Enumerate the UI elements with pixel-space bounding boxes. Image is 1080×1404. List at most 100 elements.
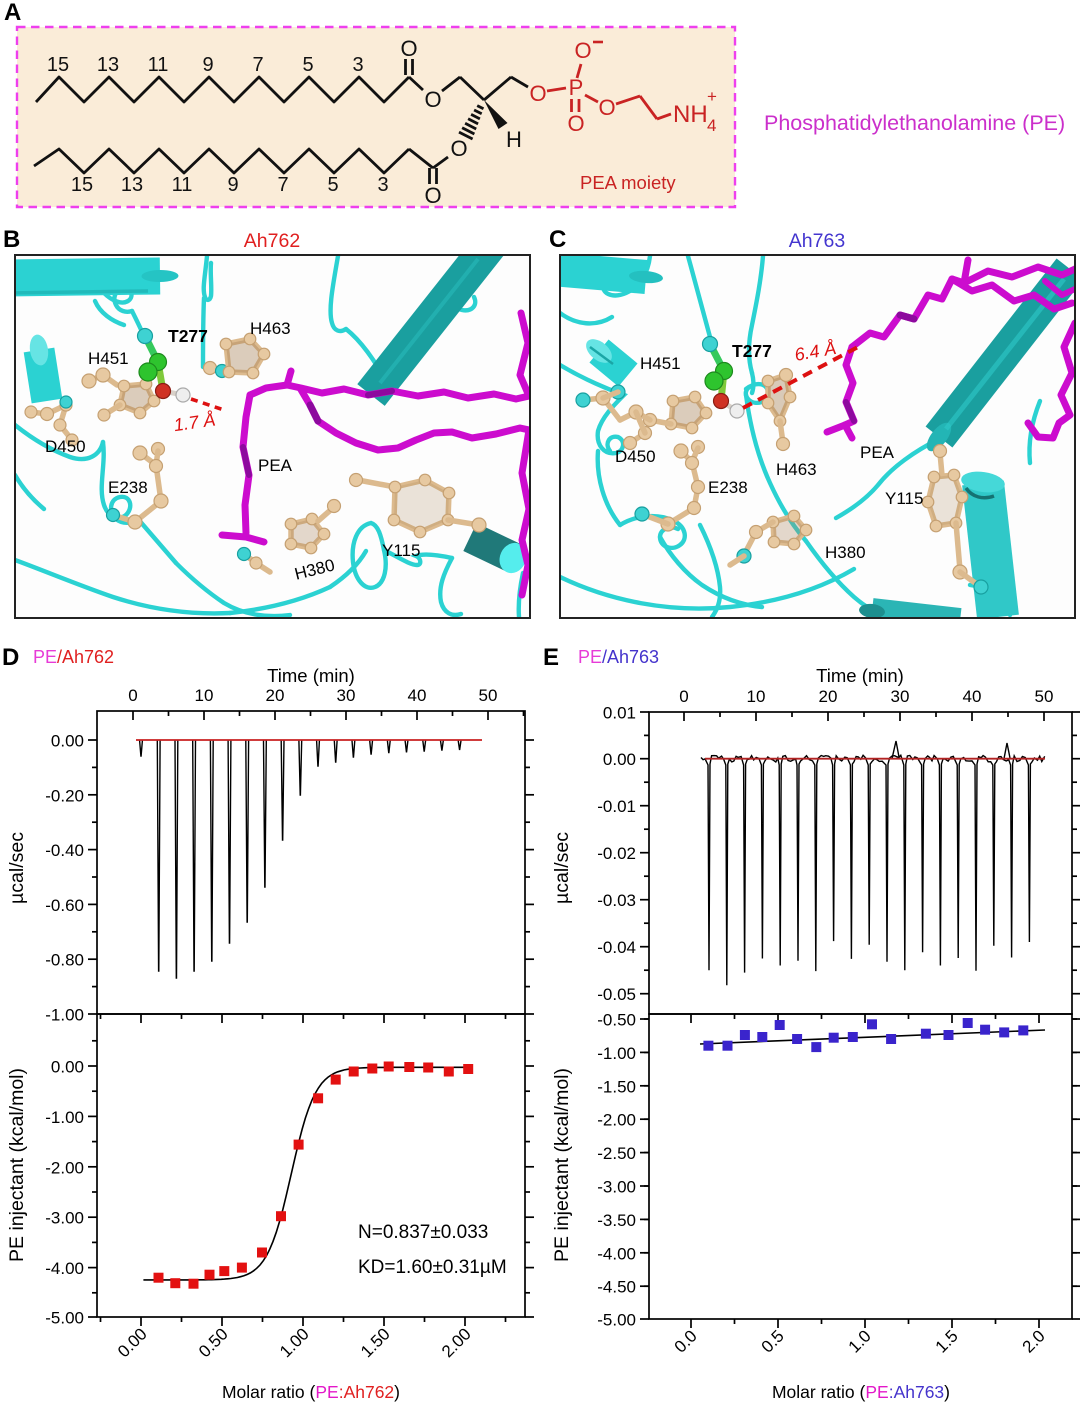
- svg-text:-0.50: -0.50: [597, 1011, 636, 1030]
- svg-text:-0.02: -0.02: [597, 844, 636, 863]
- svg-text:-0.03: -0.03: [597, 891, 636, 910]
- svg-text:-0.05: -0.05: [597, 985, 636, 1004]
- svg-text:15: 15: [71, 174, 93, 196]
- svg-text:Time (min): Time (min): [267, 665, 355, 686]
- svg-text:O: O: [450, 136, 467, 161]
- svg-text:0: 0: [679, 687, 688, 706]
- svg-text:0.00: 0.00: [51, 732, 84, 751]
- svg-text:NH: NH: [673, 101, 708, 128]
- svg-text:20: 20: [819, 687, 838, 706]
- svg-text:-1.00: -1.00: [45, 1108, 84, 1127]
- svg-text:O: O: [567, 111, 584, 136]
- svg-text:0.00: 0.00: [603, 750, 636, 769]
- svg-text:2.00: 2.00: [438, 1324, 475, 1361]
- svg-text:-0.40: -0.40: [45, 841, 84, 860]
- svg-text:C: C: [549, 226, 566, 253]
- svg-text:H463: H463: [250, 319, 291, 338]
- svg-text:µcal/sec: µcal/sec: [6, 832, 28, 904]
- svg-text:T277: T277: [168, 326, 208, 346]
- svg-text:E238: E238: [708, 478, 748, 497]
- svg-text:-2.00: -2.00: [45, 1158, 84, 1177]
- svg-text:H380: H380: [825, 543, 866, 562]
- svg-text:D450: D450: [615, 447, 656, 466]
- svg-text:-5.00: -5.00: [597, 1311, 636, 1330]
- svg-text:E238: E238: [108, 478, 148, 497]
- svg-text:B: B: [3, 226, 20, 253]
- svg-text:O: O: [424, 183, 441, 208]
- svg-text:-3.00: -3.00: [597, 1178, 636, 1197]
- svg-text:PE/Ah763: PE/Ah763: [578, 647, 659, 667]
- svg-text:4: 4: [707, 116, 716, 135]
- svg-text:1.00: 1.00: [276, 1324, 313, 1361]
- svg-text:Time (min): Time (min): [816, 665, 904, 686]
- svg-text:-0.80: -0.80: [45, 951, 84, 970]
- svg-text:PE injectant (kcal/mol): PE injectant (kcal/mol): [6, 1068, 28, 1262]
- svg-text:-0.01: -0.01: [597, 797, 636, 816]
- svg-text:Molar ratio (PE:Ah763): Molar ratio (PE:Ah763): [772, 1382, 950, 1402]
- svg-text:5: 5: [327, 174, 338, 196]
- svg-text:40: 40: [408, 686, 427, 705]
- svg-text:+: +: [707, 87, 717, 106]
- svg-text:50: 50: [479, 686, 498, 705]
- svg-text:H451: H451: [88, 349, 129, 368]
- svg-text:-1.00: -1.00: [45, 1006, 84, 1025]
- svg-text:10: 10: [195, 686, 214, 705]
- svg-text:O: O: [529, 81, 546, 106]
- svg-text:3: 3: [352, 54, 363, 76]
- svg-text:D: D: [2, 644, 19, 671]
- svg-text:Y115: Y115: [382, 541, 420, 560]
- svg-text:1.0: 1.0: [845, 1326, 875, 1356]
- svg-text:11: 11: [172, 174, 193, 196]
- svg-text:µcal/sec: µcal/sec: [551, 832, 573, 904]
- svg-text:-5.00: -5.00: [45, 1309, 84, 1328]
- svg-text:13: 13: [97, 54, 119, 76]
- svg-text:2.0: 2.0: [1019, 1326, 1049, 1356]
- svg-text:0.00: 0.00: [51, 1058, 84, 1077]
- svg-text:-1.00: -1.00: [597, 1044, 636, 1063]
- svg-text:A: A: [4, 0, 21, 26]
- svg-text:H463: H463: [776, 460, 817, 479]
- svg-text:E: E: [543, 644, 559, 671]
- svg-text:O: O: [424, 87, 441, 112]
- svg-text:5: 5: [302, 54, 313, 76]
- svg-text:-1.50: -1.50: [597, 1077, 636, 1096]
- svg-text:1.5: 1.5: [932, 1326, 962, 1356]
- svg-text:-4.00: -4.00: [45, 1259, 84, 1278]
- svg-text:P: P: [569, 75, 584, 100]
- svg-text:0.5: 0.5: [758, 1326, 788, 1356]
- svg-text:9: 9: [202, 54, 213, 76]
- svg-text:PEA: PEA: [258, 456, 293, 475]
- svg-text:-2.50: -2.50: [597, 1144, 636, 1163]
- svg-text:9: 9: [227, 174, 238, 196]
- svg-text:PEA: PEA: [860, 443, 895, 462]
- svg-text:0.01: 0.01: [603, 704, 636, 723]
- svg-text:Molar ratio (PE:Ah762): Molar ratio (PE:Ah762): [222, 1382, 400, 1402]
- svg-text:T277: T277: [732, 341, 772, 361]
- svg-text:0.50: 0.50: [195, 1324, 232, 1361]
- svg-text:-0.20: -0.20: [45, 786, 84, 805]
- svg-text:-0.04: -0.04: [597, 938, 636, 957]
- svg-text:PEA moiety: PEA moiety: [580, 172, 676, 193]
- svg-text:-0.60: -0.60: [45, 896, 84, 915]
- svg-text:11: 11: [148, 54, 169, 76]
- svg-text:PE injectant (kcal/mol): PE injectant (kcal/mol): [551, 1068, 573, 1262]
- svg-text:30: 30: [337, 686, 356, 705]
- svg-text:PE/Ah762: PE/Ah762: [33, 647, 114, 667]
- svg-text:-4.00: -4.00: [597, 1244, 636, 1263]
- svg-text:15: 15: [47, 54, 69, 76]
- svg-text:-4.50: -4.50: [597, 1278, 636, 1297]
- svg-text:-3.50: -3.50: [597, 1211, 636, 1230]
- svg-text:H451: H451: [640, 354, 681, 373]
- svg-text:O: O: [574, 38, 591, 63]
- svg-text:1.50: 1.50: [357, 1324, 394, 1361]
- svg-text:0.00: 0.00: [114, 1324, 151, 1361]
- svg-text:3: 3: [377, 174, 388, 196]
- svg-text:H: H: [506, 127, 522, 152]
- svg-text:10: 10: [747, 687, 766, 706]
- svg-text:-3.00: -3.00: [45, 1209, 84, 1228]
- svg-text:Ah763: Ah763: [789, 230, 845, 252]
- svg-text:N=0.837±0.033: N=0.837±0.033: [358, 1222, 488, 1243]
- svg-text:7: 7: [277, 174, 288, 196]
- svg-text:O: O: [400, 36, 417, 61]
- svg-text:O: O: [598, 95, 615, 120]
